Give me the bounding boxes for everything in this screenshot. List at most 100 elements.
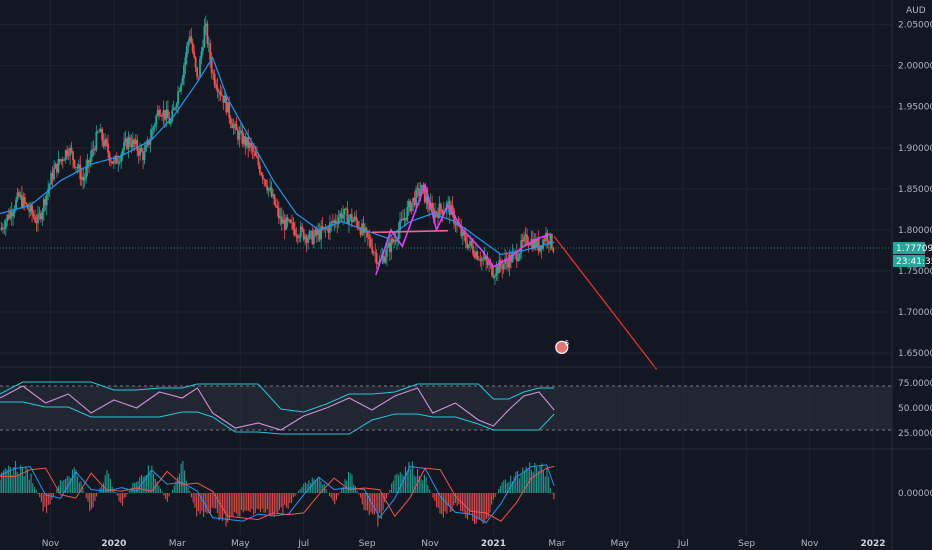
candle-body <box>334 220 337 223</box>
time-tick-label: Nov <box>42 539 60 549</box>
candle-body <box>416 188 419 190</box>
candle-body <box>126 138 128 150</box>
candle-body <box>44 199 47 206</box>
candle-body <box>37 214 39 224</box>
candle-body <box>463 231 466 236</box>
candle-body <box>180 84 182 92</box>
candle-body <box>145 144 147 152</box>
candle-body <box>391 239 394 243</box>
candle-body <box>184 57 187 66</box>
candle-body <box>510 254 512 263</box>
candle-body <box>7 214 10 219</box>
price-axis: 2.05000 2.00000 1.95000 1.90000 1.85000 1.800… <box>898 21 932 359</box>
candle-body <box>174 107 177 109</box>
candle-body <box>331 221 334 223</box>
candle-body <box>181 78 184 85</box>
last-price-badge: 1.77709 23:41:35 <box>893 242 932 268</box>
event-marker-icon[interactable] <box>555 340 569 354</box>
candle-body <box>421 184 423 192</box>
candle-body <box>209 43 212 61</box>
candle-body <box>466 242 469 248</box>
candle-body <box>202 47 204 52</box>
candle-body <box>69 148 71 156</box>
time-tick-label: Mar <box>548 539 565 549</box>
candle-body <box>435 211 438 214</box>
candle-body <box>54 163 57 169</box>
candle-body <box>550 234 553 249</box>
candle-body <box>253 151 255 153</box>
rsi-pane[interactable] <box>0 381 892 435</box>
candle-body <box>393 240 396 243</box>
candle-body <box>454 223 457 226</box>
candle-body <box>136 140 139 151</box>
candle-body <box>155 116 158 125</box>
candle-body <box>264 179 267 186</box>
rsi-band-fill <box>0 386 892 430</box>
candle-body <box>178 91 181 92</box>
rsi-axis: 75.00000 50.00000 25.00000 <box>898 379 932 439</box>
candle-body <box>324 227 327 230</box>
candle-body <box>79 164 82 180</box>
candle-body <box>152 127 155 130</box>
candle-body <box>108 152 111 161</box>
candle-body <box>282 219 285 224</box>
candle-body <box>134 140 137 144</box>
candle-body <box>362 223 365 233</box>
candle-body <box>9 211 12 219</box>
candle-body <box>200 51 203 59</box>
candle-body <box>458 225 461 228</box>
candle-body <box>390 239 393 253</box>
price-tick-label: 1.65000 <box>898 349 932 359</box>
candle-body <box>77 164 80 169</box>
candle-body <box>139 147 142 156</box>
candle-body <box>276 206 279 208</box>
candle-body <box>156 110 159 117</box>
candle-body <box>13 209 16 213</box>
candle-body <box>419 191 422 196</box>
candle-body <box>112 160 115 164</box>
candle-body <box>85 167 88 179</box>
candle-body <box>251 146 254 152</box>
candle-body <box>248 142 251 148</box>
event-marker[interactable]: 5 <box>555 339 569 354</box>
candle-body <box>292 222 295 229</box>
candle-body <box>418 188 420 196</box>
main-price-pane[interactable] <box>0 15 892 370</box>
candle-body <box>296 235 299 239</box>
candle-body <box>257 157 260 166</box>
candle-body <box>299 226 302 238</box>
candle-body <box>475 251 477 258</box>
candle-body <box>356 220 359 228</box>
candle-body <box>518 253 521 259</box>
candle-body <box>254 151 257 156</box>
candle-body <box>447 201 450 204</box>
candle-body <box>479 259 482 262</box>
candle-body <box>321 226 324 230</box>
candle-body <box>229 117 232 124</box>
candle-body <box>537 238 540 252</box>
candle-body <box>131 139 134 148</box>
candle-body <box>83 178 86 181</box>
candle-body <box>460 227 463 237</box>
candle-body <box>552 248 555 252</box>
candle-body <box>425 195 428 203</box>
candle-body <box>143 151 146 161</box>
candle-body <box>238 131 241 140</box>
candle-body <box>63 159 66 161</box>
time-tick-label: Mar <box>169 539 186 549</box>
candle-body <box>422 184 425 187</box>
candle-body <box>326 228 328 230</box>
candle-body <box>187 41 190 47</box>
candle-body <box>130 143 133 148</box>
oscillator-pane[interactable] <box>0 460 555 527</box>
candle-body <box>196 67 198 77</box>
candle-body <box>495 266 498 276</box>
candle-body <box>164 110 166 120</box>
rsi-tick-label: 75.00000 <box>898 379 932 389</box>
candle-body <box>352 219 355 223</box>
candle-body <box>409 200 412 212</box>
candle-body <box>206 23 209 44</box>
candle-body <box>374 252 377 254</box>
candle-body <box>387 242 390 248</box>
